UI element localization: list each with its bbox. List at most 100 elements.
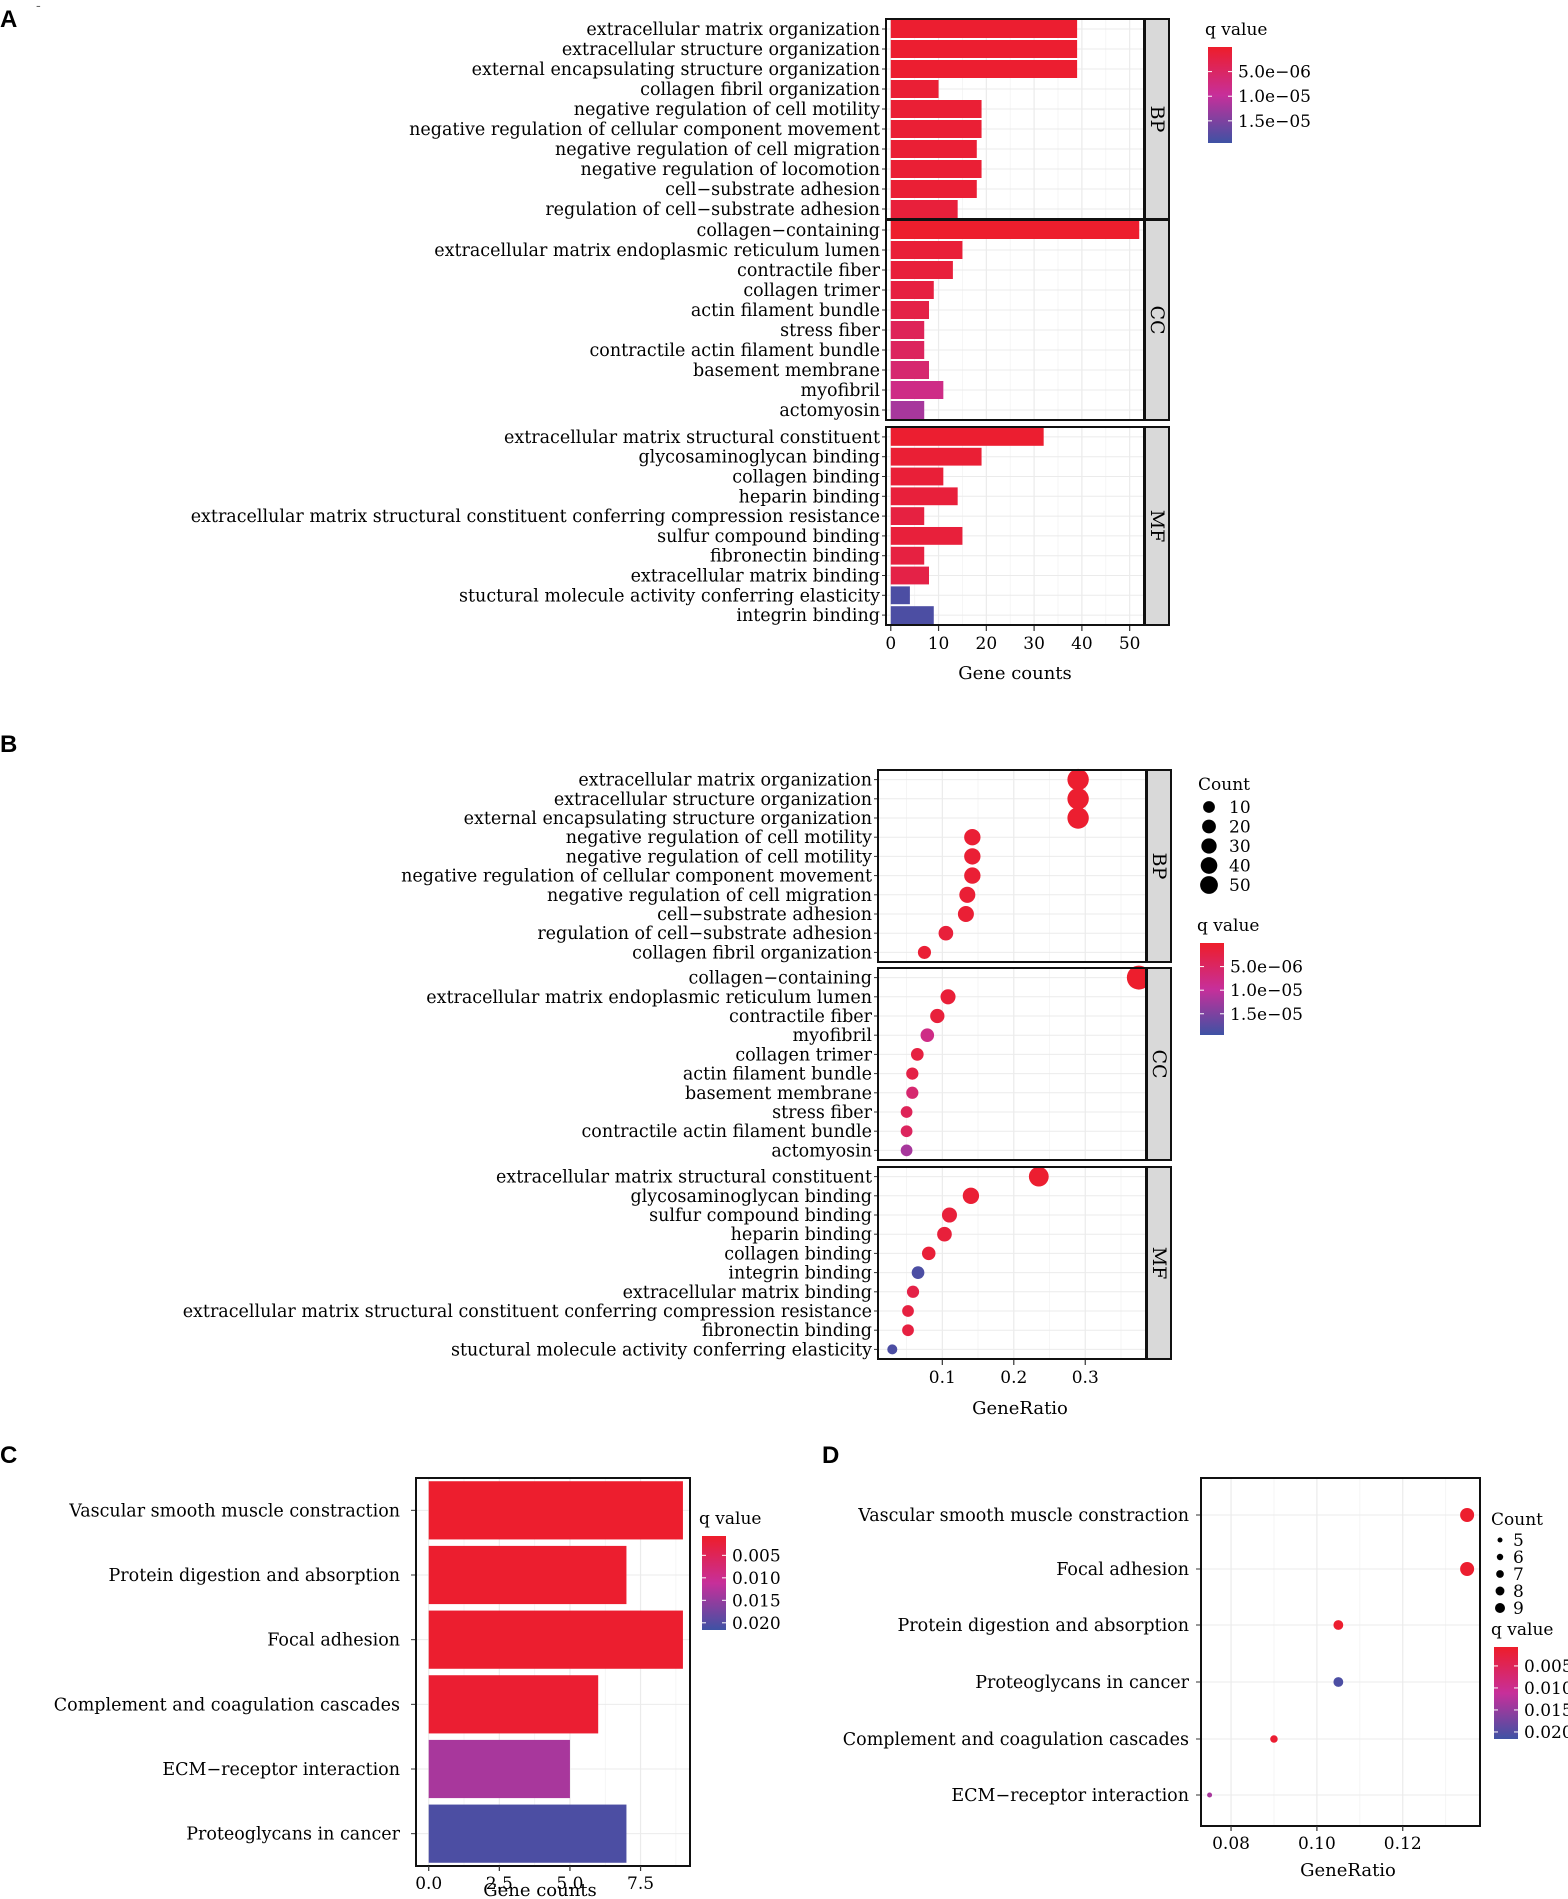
plot-background bbox=[1201, 1478, 1480, 1826]
term-label: contractile fiber bbox=[737, 261, 881, 281]
term-label: collagen binding bbox=[732, 468, 880, 488]
term-label: negative regulation of cell migration bbox=[555, 140, 880, 160]
facet-strip-label: CC bbox=[1148, 1049, 1170, 1078]
count-legend-dot bbox=[1495, 1603, 1505, 1613]
pathway-label: Complement and coagulation cascades bbox=[843, 1730, 1189, 1750]
bar-cc bbox=[890, 301, 929, 319]
term-label: contractile fiber bbox=[729, 1007, 873, 1027]
term-label: integrin binding bbox=[728, 1264, 872, 1284]
bar-cc bbox=[890, 381, 944, 399]
bar-cc bbox=[890, 321, 925, 339]
dot-mf bbox=[941, 1207, 957, 1223]
q-value-colorbar bbox=[702, 1536, 726, 1630]
facet-strip-label: BP bbox=[1148, 853, 1170, 880]
term-label: external encapsulating structure organiz… bbox=[472, 60, 880, 80]
facet-background bbox=[878, 770, 1146, 962]
dot-mf bbox=[902, 1305, 914, 1317]
pathway-label: Proteoglycans in cancer bbox=[975, 1673, 1189, 1693]
bar bbox=[428, 1739, 570, 1799]
term-label: heparin binding bbox=[731, 1225, 872, 1245]
bar bbox=[428, 1675, 599, 1734]
term-label: extracellular matrix organization bbox=[586, 20, 880, 40]
dot-bp bbox=[1067, 807, 1089, 829]
term-label: basement membrane bbox=[693, 361, 880, 381]
colorbar-tick-label: 0.005 bbox=[732, 1546, 781, 1566]
bar-bp bbox=[890, 20, 1078, 38]
dot-bp bbox=[964, 867, 981, 884]
colorbar-tick-label: 0.020 bbox=[732, 1614, 781, 1634]
facet-strip-label: MF bbox=[1146, 510, 1168, 543]
term-label: negative regulation of cell motility bbox=[574, 100, 880, 120]
facet-strip bbox=[1146, 967, 1172, 1161]
dot-cc bbox=[1126, 965, 1151, 990]
dot-bp bbox=[938, 925, 954, 941]
count-legend-label: 40 bbox=[1229, 857, 1251, 877]
x-tick-label: 0.08 bbox=[1212, 1834, 1250, 1854]
pathway-label: Complement and coagulation cascades bbox=[54, 1695, 400, 1715]
term-label: external encapsulating structure organiz… bbox=[464, 809, 872, 829]
dot-bp bbox=[917, 945, 932, 959]
term-label: heparin binding bbox=[739, 487, 880, 507]
plot-border bbox=[1200, 1477, 1481, 1827]
dot-mf bbox=[902, 1324, 914, 1337]
term-label: extracellular matrix structural constitu… bbox=[191, 507, 880, 527]
term-label: negative regulation of cellular componen… bbox=[409, 120, 880, 140]
count-legend-label: 9 bbox=[1513, 1599, 1524, 1619]
colorbar-tick-label: 0.015 bbox=[1524, 1701, 1568, 1721]
dot-bp bbox=[964, 829, 981, 846]
q-value-legend-title: q value bbox=[1205, 20, 1267, 40]
x-axis-title: Gene counts bbox=[958, 663, 1072, 684]
term-label: negative regulation of locomotion bbox=[580, 160, 880, 180]
colorbar-tick-label: 5.0e−06 bbox=[1238, 63, 1311, 83]
bar-cc bbox=[890, 261, 953, 279]
term-label: actin filament bundle bbox=[691, 301, 880, 321]
term-label: extracellular matrix organization bbox=[578, 771, 872, 791]
term-label: myofibril bbox=[793, 1026, 873, 1046]
x-axis-title: Gene counts bbox=[483, 1880, 597, 1899]
term-label: fibronectin binding bbox=[702, 1321, 872, 1341]
colorbar-tick-label: 0.015 bbox=[732, 1591, 781, 1611]
x-axis-title: GeneRatio bbox=[972, 1398, 1068, 1419]
facet-strip-label: MF bbox=[1148, 1247, 1170, 1280]
bar-mf bbox=[890, 526, 963, 545]
count-legend-label: 50 bbox=[1229, 876, 1251, 896]
term-label: myofibril bbox=[801, 381, 881, 401]
term-label: extracellular structure organization bbox=[554, 790, 872, 810]
term-label: glycosaminoglycan binding bbox=[638, 448, 880, 468]
count-legend-dot bbox=[1202, 819, 1216, 834]
colorbar-tick-label: 1.0e−05 bbox=[1230, 981, 1303, 1001]
colorbar-tick-label: 0.005 bbox=[1524, 1657, 1568, 1677]
dot-cc bbox=[900, 1106, 913, 1118]
colorbar-tick-label: 1.5e−05 bbox=[1230, 1005, 1303, 1025]
term-label: stuctural molecule activity conferring e… bbox=[459, 586, 880, 606]
bar-mf bbox=[890, 546, 925, 565]
q-value-legend-title: q value bbox=[1197, 916, 1259, 936]
pathway-label: Protein digestion and absorption bbox=[898, 1616, 1189, 1636]
q-value-colorbar bbox=[1494, 1647, 1518, 1739]
x-tick-label: 0.2 bbox=[1000, 1368, 1027, 1388]
colorbar-tick-label: 0.010 bbox=[1524, 1679, 1568, 1699]
count-legend-label: 6 bbox=[1513, 1548, 1524, 1568]
dot-mf bbox=[962, 1187, 980, 1204]
q-value-colorbar bbox=[1208, 47, 1232, 143]
facet-background bbox=[878, 968, 1146, 1160]
bar-cc bbox=[890, 221, 1140, 239]
bar-bp bbox=[890, 60, 1078, 78]
plot-background bbox=[416, 1478, 690, 1866]
bar-mf bbox=[890, 427, 1044, 446]
colorbar-tick-label: 0.020 bbox=[1524, 1723, 1568, 1743]
panel-letter-c: C bbox=[0, 1442, 17, 1469]
x-tick-label: 0.10 bbox=[1298, 1834, 1336, 1854]
count-legend-label: 10 bbox=[1229, 798, 1251, 818]
count-legend-label: 20 bbox=[1229, 818, 1251, 838]
bar-cc bbox=[890, 341, 925, 359]
plot-border bbox=[415, 1477, 691, 1867]
pathway-label: Vascular smooth muscle constraction bbox=[68, 1501, 400, 1521]
facet-strip-label: CC bbox=[1146, 305, 1168, 334]
term-label: sulfur compound binding bbox=[649, 1206, 872, 1226]
colorbar-tick-label: 1.5e−05 bbox=[1238, 112, 1311, 132]
q-value-legend-title: q value bbox=[1491, 1620, 1553, 1640]
count-legend-dot bbox=[1496, 1570, 1504, 1578]
x-tick-label: 5.0 bbox=[556, 1874, 583, 1894]
